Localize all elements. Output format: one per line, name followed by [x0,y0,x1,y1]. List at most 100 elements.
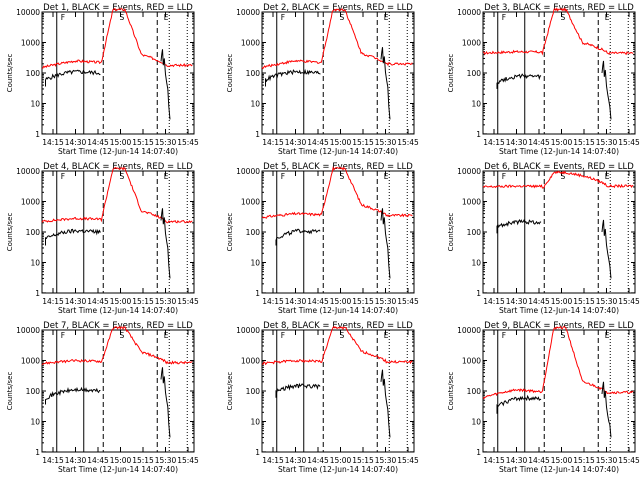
y-tick-label: 10000 [457,167,481,176]
chart-panel-det-2: Det 2, BLACK = Events, RED = LLD 1 10 100 10… [226,3,419,156]
x-tick-label: 15:30 [596,456,618,465]
y-axis-label: Counts/sec [447,54,455,93]
chart-title: Det 1, BLACK = Events, RED = LLD [43,3,193,13]
y-tick-label: 100 [246,228,261,237]
x-tick-label: 15:15 [352,138,374,147]
y-tick-label: 10000 [236,167,260,176]
x-tick-label: 15:15 [352,456,374,465]
x-tick-label: 15:15 [573,138,595,147]
x-tick-label: 15:00 [110,456,132,465]
y-tick-label: 10000 [16,167,40,176]
series-events-black [601,60,612,120]
marker-f: F [281,172,285,181]
x-tick-label: 14:15 [262,138,284,147]
marker-e: E [384,331,389,340]
x-tick-label: 15:30 [375,297,397,306]
series-lld-red [261,326,413,366]
series-events-black [380,208,391,279]
x-tick-label: 15:45 [618,297,640,306]
marker-s: S [340,172,345,181]
x-tick-label: 14:45 [307,138,329,147]
y-tick-label: 100 [467,69,482,78]
x-tick-label: 14:45 [528,297,550,306]
x-axis-label: Start Time (12-Jun-14 14:07:40) [58,306,178,315]
chart-title: Det 5, BLACK = Events, RED = LLD [263,162,413,172]
y-tick-label: 1 [35,448,40,457]
marker-s: S [561,331,566,340]
x-tick-label: 14:45 [87,456,109,465]
x-tick-label: 15:00 [551,138,573,147]
plot-frame [482,11,636,135]
y-tick-label: 1000 [462,357,481,366]
marker-s: S [561,172,566,181]
chart-panel-det-5: Det 5, BLACK = Events, RED = LLD 1 10 100 10… [226,162,419,315]
x-tick-label: 15:00 [551,297,573,306]
marker-e: E [605,172,610,181]
series-events-black [380,369,391,438]
chart-title: Det 3, BLACK = Events, RED = LLD [484,3,634,13]
x-tick-label: 14:15 [42,456,64,465]
y-tick-label: 1 [476,130,481,139]
series-lld-red [261,8,413,70]
y-tick-label: 10 [30,100,40,109]
x-tick-label: 15:30 [596,138,618,147]
x-tick-label: 14:15 [483,138,505,147]
marker-f: F [61,331,65,340]
x-tick-label: 15:15 [132,297,154,306]
x-axis-label: Start Time (12-Jun-14 14:07:40) [499,306,619,315]
y-axis-label: Counts/sec [226,213,234,252]
x-tick-label: 14:30 [506,138,528,147]
chart-panel-det-6: Det 6, BLACK = Events, RED = LLD 1 10 100 10… [447,162,640,315]
x-tick-label: 15:45 [177,456,199,465]
y-tick-label: 1000 [241,39,260,48]
x-tick-label: 14:30 [285,297,307,306]
marker-e: E [164,331,169,340]
x-tick-label: 15:15 [132,456,154,465]
y-tick-label: 10 [250,259,260,268]
x-tick-label: 14:30 [506,297,528,306]
plot-frame [482,170,636,294]
marker-f: F [502,331,506,340]
y-tick-label: 10 [471,259,481,268]
y-tick-label: 1 [255,130,260,139]
x-axis-label: Start Time (12-Jun-14 14:07:40) [58,147,178,156]
y-tick-label: 1000 [21,39,40,48]
x-tick-label: 14:45 [528,456,550,465]
y-tick-label: 1 [35,289,40,298]
y-tick-label: 10000 [236,8,260,17]
y-tick-label: 100 [467,387,482,396]
series-events-black [380,47,391,120]
series-events-black [275,382,321,398]
series-events-black [160,49,171,120]
marker-f: F [502,13,506,22]
marker-s: S [561,13,566,22]
y-tick-label: 10000 [457,326,481,335]
y-axis-label: Counts/sec [226,54,234,93]
x-axis-label: Start Time (12-Jun-14 14:07:40) [278,465,398,474]
series-events-black [275,228,321,246]
series-lld-red [261,166,413,219]
y-axis-label: Counts/sec [6,372,14,411]
x-tick-label: 14:30 [65,297,87,306]
x-tick-label: 14:15 [262,297,284,306]
y-tick-label: 10 [250,418,260,427]
series-events-black [160,208,171,279]
plot-frame [261,170,415,294]
y-tick-label: 100 [246,387,261,396]
x-tick-label: 15:15 [352,297,374,306]
series-events-black [601,381,612,438]
y-tick-label: 1 [255,448,260,457]
x-tick-label: 14:30 [285,456,307,465]
marker-e: E [605,331,610,340]
series-events-black [160,367,171,438]
y-axis-label: Counts/sec [6,54,14,93]
marker-s: S [340,331,345,340]
y-axis-label: Counts/sec [6,213,14,252]
y-tick-label: 10000 [457,8,481,17]
y-tick-label: 1000 [21,198,40,207]
chart-panel-det-3: Det 3, BLACK = Events, RED = LLD 1 10 100 10… [447,3,640,156]
y-tick-label: 10000 [16,326,40,335]
y-tick-label: 1 [476,448,481,457]
y-tick-label: 1000 [21,357,40,366]
